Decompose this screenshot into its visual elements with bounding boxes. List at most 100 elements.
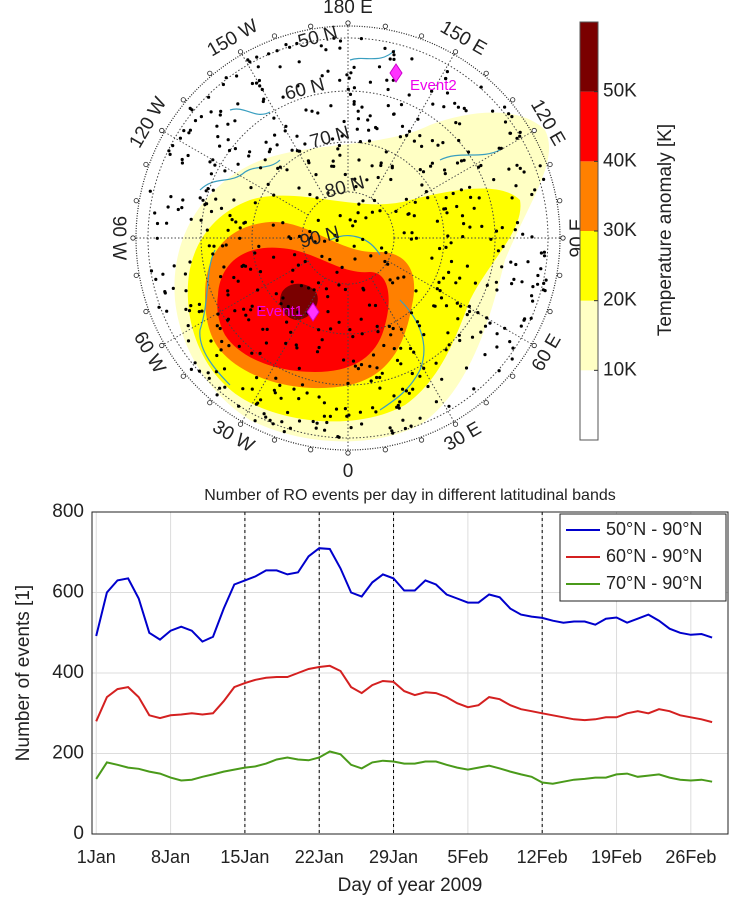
colorbar-band bbox=[580, 22, 598, 92]
ro-event-dot bbox=[338, 214, 342, 218]
ro-event-dot bbox=[324, 287, 328, 291]
ro-event-dot bbox=[244, 313, 248, 317]
ro-event-dot bbox=[207, 376, 211, 380]
ro-event-dot bbox=[184, 289, 188, 293]
x-tick-label: 1Jan bbox=[77, 847, 116, 867]
ro-event-dot bbox=[189, 217, 193, 221]
ro-event-dot bbox=[369, 379, 373, 383]
ro-event-dot bbox=[263, 158, 267, 162]
ro-event-dot bbox=[249, 267, 253, 271]
ro-event-dot bbox=[290, 148, 294, 152]
ro-event-dot bbox=[253, 419, 257, 423]
ro-event-dot bbox=[284, 43, 288, 47]
ro-event-dot bbox=[211, 188, 215, 192]
ro-event-dot bbox=[272, 193, 276, 197]
frame-tick bbox=[345, 20, 351, 26]
coastline bbox=[349, 49, 396, 61]
ro-event-dot bbox=[472, 206, 476, 210]
ro-event-dot bbox=[446, 331, 450, 335]
ro-event-dot bbox=[496, 249, 500, 253]
ro-event-dot bbox=[380, 371, 384, 375]
ro-event-dot bbox=[513, 228, 517, 232]
frame-tick bbox=[143, 308, 149, 315]
ro-event-dot bbox=[479, 85, 483, 89]
y-tick-label: 800 bbox=[52, 501, 84, 522]
ro-event-dot bbox=[316, 111, 320, 115]
ro-event-dot bbox=[459, 304, 463, 308]
ro-event-dot bbox=[290, 280, 294, 284]
ro-event-dot bbox=[193, 361, 197, 365]
colorbar-tick-label: 40K bbox=[603, 150, 637, 171]
ro-event-dot bbox=[328, 257, 332, 262]
ro-event-dot bbox=[279, 396, 283, 400]
ro-event-dot bbox=[399, 103, 404, 107]
longitude-label: 0 bbox=[343, 461, 354, 482]
ro-event-dot bbox=[207, 244, 211, 248]
ro-event-dot bbox=[226, 289, 230, 293]
ro-event-dot bbox=[209, 172, 213, 176]
ro-event-dot bbox=[533, 188, 537, 192]
ro-event-dot bbox=[264, 341, 268, 345]
ro-event-dot bbox=[441, 141, 445, 145]
ro-event-dot bbox=[445, 211, 449, 215]
ro-event-dot bbox=[510, 196, 514, 200]
ro-event-dot bbox=[236, 279, 240, 283]
ro-event-dot bbox=[183, 272, 187, 276]
ro-event-dot bbox=[208, 160, 212, 164]
frame-tick bbox=[483, 70, 489, 76]
ro-event-dot bbox=[440, 377, 444, 381]
series-line bbox=[95, 547, 713, 643]
ro-event-dot bbox=[364, 216, 368, 220]
ro-event-dot bbox=[357, 202, 361, 206]
ro-event-dot bbox=[353, 219, 357, 223]
ro-event-dot bbox=[332, 36, 336, 40]
ro-event-dot bbox=[274, 292, 278, 296]
ro-event-dot bbox=[435, 219, 439, 223]
series-line bbox=[95, 750, 713, 785]
ro-event-dot bbox=[462, 158, 466, 162]
colorbar-tick-label: 20K bbox=[603, 290, 637, 311]
colorbar-band bbox=[580, 91, 598, 162]
ro-event-dot bbox=[288, 426, 292, 430]
ro-event-dot bbox=[444, 76, 448, 81]
ro-event-dot bbox=[228, 213, 232, 218]
ro-event-dot bbox=[165, 309, 169, 313]
frame-tick bbox=[308, 23, 314, 29]
ro-event-dot bbox=[434, 400, 438, 404]
longitude-label: 60 E bbox=[528, 331, 566, 375]
ro-event-dot bbox=[476, 311, 480, 315]
ro-event-dot bbox=[346, 381, 350, 385]
frame-tick bbox=[557, 272, 563, 278]
ro-event-dot bbox=[325, 420, 329, 425]
ro-event-dot bbox=[250, 304, 254, 308]
ro-event-dot bbox=[226, 122, 230, 126]
ro-event-dot bbox=[286, 304, 290, 309]
ro-event-dot bbox=[304, 108, 308, 112]
ro-event-dot bbox=[199, 115, 203, 119]
ro-event-dot bbox=[392, 394, 396, 398]
ro-event-dot bbox=[479, 330, 483, 334]
ro-event-dot bbox=[395, 405, 399, 409]
ro-event-dot bbox=[213, 163, 217, 167]
ro-event-dot bbox=[329, 327, 333, 331]
ro-event-dot bbox=[227, 148, 232, 153]
ro-event-dot bbox=[291, 268, 295, 272]
legend-label: 60°N - 90°N bbox=[606, 546, 702, 566]
ro-event-dot bbox=[462, 106, 466, 110]
ro-event-dot bbox=[273, 391, 277, 395]
ro-event-dot bbox=[518, 166, 522, 170]
ro-event-dot bbox=[295, 41, 299, 46]
ro-event-dot bbox=[148, 189, 152, 193]
latitude-label: 60 N bbox=[283, 74, 327, 105]
ro-event-dot bbox=[465, 313, 469, 317]
ro-event-dot bbox=[326, 295, 330, 299]
ro-event-dot bbox=[265, 327, 269, 331]
ro-event-dot bbox=[317, 395, 321, 399]
ro-event-dot bbox=[522, 170, 526, 174]
ro-event-dot bbox=[250, 387, 254, 391]
ro-event-dot bbox=[282, 430, 286, 434]
ro-event-dot bbox=[392, 112, 396, 116]
ro-event-dot bbox=[507, 167, 511, 171]
ro-event-dot bbox=[328, 414, 332, 418]
ro-event-dot bbox=[446, 234, 450, 238]
